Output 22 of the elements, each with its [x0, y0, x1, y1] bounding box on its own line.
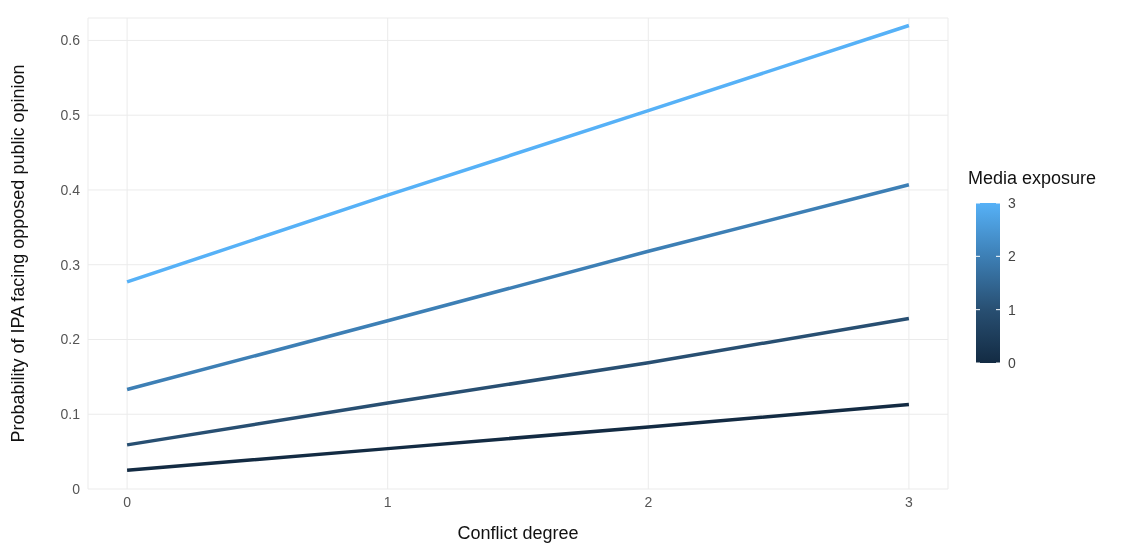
y-tick-label: 0.6 — [60, 32, 81, 49]
line-series — [125, 316, 911, 447]
line-series — [125, 402, 911, 473]
x-tick-label: 2 — [644, 493, 653, 510]
line-series — [125, 182, 911, 392]
color-bar-label: 2 — [1008, 248, 1016, 265]
line-series — [125, 23, 911, 284]
color-bar-title: Media exposure — [968, 168, 1097, 189]
y-tick-label: 0.2 — [60, 331, 81, 348]
y-axis-title: Probability of IPA facing opposed public opinion — [8, 64, 29, 443]
color-bar-label: 0 — [1008, 355, 1016, 371]
y-tick-label: 0.1 — [60, 406, 81, 423]
x-tick-label: 0 — [123, 493, 132, 510]
x-axis-title: Conflict degree — [457, 523, 579, 543]
y-tick-label: 0.5 — [60, 107, 81, 124]
x-tick-label: 3 — [905, 493, 914, 510]
y-tick-label: 0 — [72, 480, 81, 497]
color-bar-label: 1 — [1008, 301, 1016, 318]
color-bar-label: 3 — [1008, 195, 1016, 211]
x-tick-label: 1 — [383, 493, 392, 510]
y-tick-label: 0.4 — [60, 181, 81, 198]
y-tick-label: 0.3 — [60, 256, 81, 273]
